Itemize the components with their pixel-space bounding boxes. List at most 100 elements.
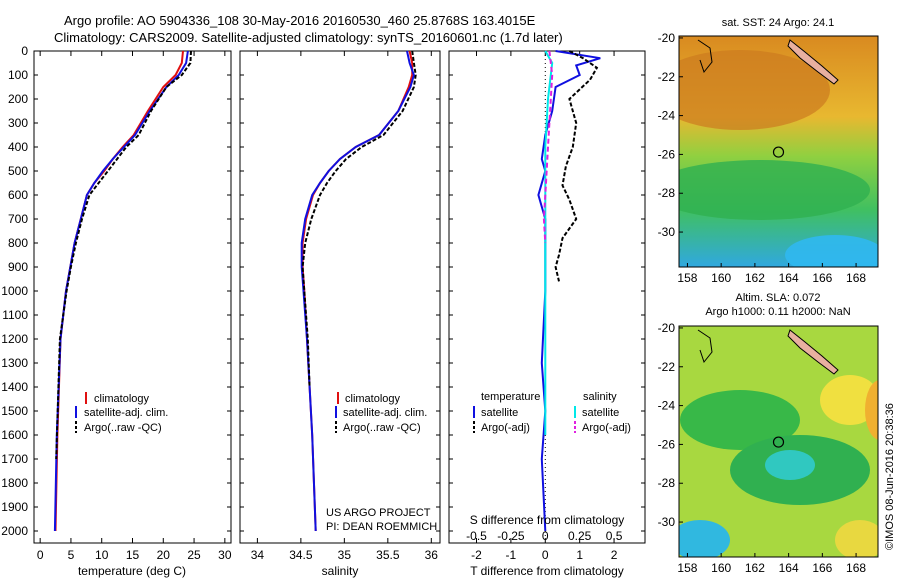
y-tick-label: 300 (8, 116, 28, 130)
legend-label-argo: Argo(..raw -QC) (84, 422, 162, 434)
series-line-s-satellite (544, 50, 554, 435)
lon-tick-label: 160 (711, 561, 731, 575)
sla-map-title-2: Argo h1000: 0.11 h2000: NaN (705, 306, 850, 318)
sla-map-frame (678, 325, 879, 558)
new-caledonia-land (787, 329, 839, 375)
sla-cyan-blob-2 (679, 520, 730, 557)
lon-tick-label: 164 (779, 561, 799, 575)
lat-tick-label: -30 (658, 225, 676, 239)
lat-tick-label: -22 (658, 360, 676, 374)
y-tick-label: 900 (8, 260, 28, 274)
series-line-argo-raw-qc- (301, 50, 417, 388)
legend-label-s-satellite: satellite (582, 407, 619, 419)
x-tick-label: -1 (506, 548, 517, 562)
lon-tick-label: 158 (677, 271, 697, 285)
lat-tick-label: -22 (658, 70, 676, 84)
y-tick-label: 100 (8, 68, 28, 82)
lon-tick-label: 164 (779, 271, 799, 285)
legend-label-climatology: climatology (345, 393, 401, 405)
coastline (697, 39, 713, 74)
x-tick-label: 15 (126, 548, 140, 562)
sst-map-axes: 158 160 162 164 166 168 -20 -22 -24 -26 -28 -30 (658, 31, 867, 285)
legend-label-t-satellite: satellite (481, 407, 518, 419)
sla-yellow-blob-1 (820, 375, 878, 425)
legend-label-argo: Argo(..raw -QC) (343, 422, 421, 434)
s-tick-label: -0.5 (466, 529, 487, 543)
y-tick-label: 200 (8, 92, 28, 106)
temperature-xlabel: temperature (deg C) (78, 564, 186, 578)
legend-group-temperature: temperature (481, 391, 540, 403)
sla-cyan-blob-1 (765, 450, 815, 480)
x-tick-label: 35 (338, 548, 352, 562)
y-tick-label: 1800 (1, 476, 28, 490)
sst-map-frame (678, 35, 879, 268)
series-line-satellite-adj-clim- (300, 50, 415, 532)
project-annotation-line1: US ARGO PROJECT (326, 507, 431, 519)
y-tick-label: 1000 (1, 284, 28, 298)
sla-map (679, 326, 878, 557)
lon-tick-label: 166 (812, 561, 832, 575)
legend-label-s-argo: Argo(-adj) (582, 422, 631, 434)
difference-panel-frame (448, 50, 646, 544)
sla-yellow-blob-2 (835, 520, 878, 557)
sst-map-title: sat. SST: 24 Argo: 24.1 (722, 17, 835, 29)
sst-warm-band (679, 50, 830, 130)
s-tick-label: 0.25 (568, 529, 592, 543)
x-tick-label: 2 (611, 548, 618, 562)
lat-tick-label: -20 (658, 321, 676, 335)
x-tick-label: 34.5 (289, 548, 313, 562)
x-tick-label: 5 (68, 548, 75, 562)
series-line-satellite-adj-clim- (53, 50, 189, 532)
imos-credit: ©IMOS 08-Jun-2016 20:38:36 (884, 403, 896, 550)
lat-tick-label: -20 (658, 31, 676, 45)
y-tick-label: 1500 (1, 404, 28, 418)
lat-tick-label: -30 (658, 515, 676, 529)
lon-tick-label: 166 (812, 271, 832, 285)
x-tick-label: -2 (471, 548, 482, 562)
y-tick-label: 800 (8, 236, 28, 250)
lat-tick-label: -26 (658, 147, 676, 161)
y-tick-label: 1900 (1, 500, 28, 514)
difference-xlabel: T difference from climatology (470, 564, 624, 578)
project-annotation-line2: PI: DEAN ROEMMICH (326, 521, 437, 533)
x-tick-label: 35.5 (376, 548, 400, 562)
legend-label-t-argo: Argo(-adj) (481, 422, 530, 434)
y-tick-label: 0 (21, 44, 28, 58)
salinity-legend: climatology satellite-adj. clim. Argo(..… (335, 392, 427, 434)
x-tick-label: 10 (95, 548, 109, 562)
sst-map (679, 36, 878, 267)
lon-tick-label: 158 (677, 561, 697, 575)
x-tick-label: 20 (157, 548, 171, 562)
difference-legend: temperature salinity satellite Argo(-adj… (473, 391, 631, 434)
series-line-t-satellite (537, 50, 601, 532)
salinity-plot: 34 34.5 35 35.5 36 (240, 50, 440, 562)
series-line-argo-raw-qc- (55, 50, 192, 460)
y-tick-label: 1300 (1, 356, 28, 370)
x-tick-label: 36 (425, 548, 439, 562)
lat-tick-label: -24 (658, 109, 676, 123)
coastline (697, 329, 713, 364)
new-caledonia-land (787, 39, 839, 85)
sla-map-title-1: Altim. SLA: 0.072 (736, 292, 821, 304)
sla-green-blob-1 (680, 390, 800, 450)
y-tick-label: 1200 (1, 332, 28, 346)
series-line-climatology (54, 50, 184, 532)
temperature-panel-frame (33, 50, 232, 544)
sla-map-axes: 158 160 162 164 166 168 -20 -22 -24 -26 -28 -30 (658, 321, 867, 575)
y-tick-label: 2000 (1, 524, 28, 538)
x-tick-label: 25 (187, 548, 201, 562)
y-tick-label: 600 (8, 188, 28, 202)
lon-tick-label: 162 (745, 271, 765, 285)
y-tick-label: 700 (8, 212, 28, 226)
header-line2: Climatology: CARS2009. Satellite-adjuste… (54, 30, 563, 45)
y-tick-label: 1600 (1, 428, 28, 442)
sla-orange-blob (865, 380, 878, 440)
salinity-xlabel: salinity (322, 564, 359, 578)
sst-cold-patch (785, 235, 878, 267)
x-tick-label: 34 (251, 548, 265, 562)
lat-tick-label: -24 (658, 399, 676, 413)
x-tick-label: 0 (542, 548, 549, 562)
s-tick-label: 0.5 (606, 529, 623, 543)
